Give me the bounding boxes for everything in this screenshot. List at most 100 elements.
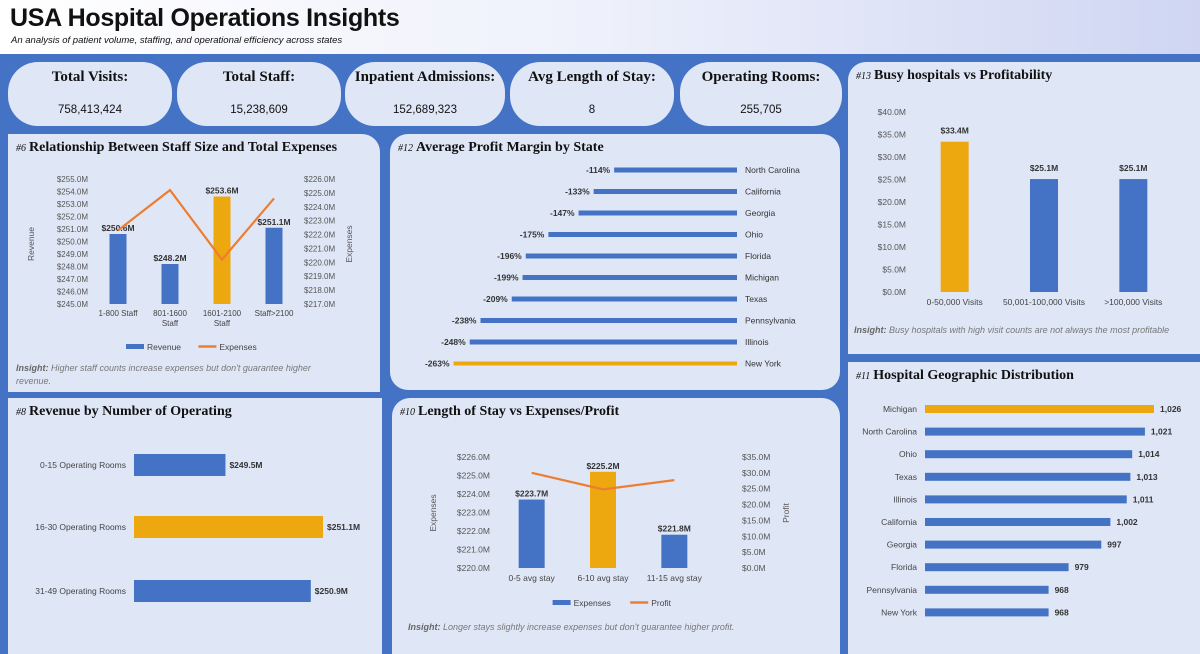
legend-swatch bbox=[552, 600, 571, 605]
bar-data-label: $250.9M bbox=[315, 586, 348, 596]
state-label: California bbox=[745, 187, 781, 197]
state-label: Michigan bbox=[883, 404, 917, 414]
y-tick-label: $25.0M bbox=[878, 175, 906, 185]
y-tick-label: $10.0M bbox=[878, 242, 906, 252]
insight-label: Insight: bbox=[16, 363, 49, 373]
bar-data-label: -238% bbox=[452, 316, 477, 326]
y-tick-label: $222.0M bbox=[457, 526, 490, 536]
geo-bar bbox=[925, 450, 1133, 459]
panel-staff-vs-expenses: #6 Relationship Between Staff Size and To… bbox=[8, 134, 380, 392]
x-tick-label: >100,000 Visits bbox=[1104, 297, 1162, 307]
bar-data-label: $221.8M bbox=[658, 524, 691, 534]
bar-data-label: 1,002 bbox=[1116, 517, 1138, 527]
geo-bar bbox=[925, 405, 1154, 413]
page-title: USA Hospital Operations Insights bbox=[10, 4, 400, 32]
kpi-value: 255,705 bbox=[740, 104, 782, 116]
busy-bar bbox=[940, 141, 969, 292]
panel-title-text: Length of Stay vs Expenses/Profit bbox=[418, 404, 620, 419]
y2-tick-label: $226.0M bbox=[304, 175, 335, 184]
y-tick-label: $30.0M bbox=[878, 152, 906, 162]
state-label: Florida bbox=[745, 251, 771, 261]
x-tick-label: 0-50,000 Visits bbox=[927, 297, 983, 307]
y2-axis-label: Expenses bbox=[344, 225, 354, 262]
panel-number: #6 bbox=[16, 143, 26, 154]
y-tick-label: $248.0M bbox=[57, 263, 88, 272]
legend-swatch bbox=[126, 344, 144, 349]
y2-tick-label: $221.0M bbox=[304, 244, 335, 253]
y-tick-label: $225.0M bbox=[457, 471, 490, 481]
geo-chart: 1,026 Michigan 1,021 North Carolina 1,014 Ohi… bbox=[862, 404, 1182, 617]
bar-data-label: 968 bbox=[1055, 607, 1069, 617]
y2-tick-label: $225.0M bbox=[304, 189, 335, 198]
state-label: California bbox=[881, 517, 917, 527]
kpi-label: Total Staff: bbox=[222, 69, 296, 85]
margin-bar bbox=[453, 361, 737, 366]
stay-chart: $226.0M $225.0M $224.0M $223.0M $222.0M $221.… bbox=[428, 452, 791, 608]
bar-data-label: $251.1M bbox=[257, 217, 290, 227]
y-tick-label: $20.0M bbox=[878, 197, 906, 207]
state-label: Texas bbox=[745, 294, 767, 304]
x-tick-label: 0-5 avg stay bbox=[509, 573, 556, 583]
oprooms-chart: $249.5M 0-15 Operating Rooms $251.1M 16-30 … bbox=[35, 454, 360, 602]
category-label: 16-30 Operating Rooms bbox=[35, 522, 126, 532]
bar-data-label: -147% bbox=[550, 208, 575, 218]
panel-title: #10 Length of Stay vs Expenses/Profit bbox=[400, 404, 619, 420]
oprooms-bar bbox=[134, 516, 323, 538]
margin-bar bbox=[525, 253, 737, 259]
y2-tick-label: $35.0M bbox=[742, 452, 770, 462]
y-axis-label: Revenue bbox=[26, 227, 36, 261]
expenses-bar bbox=[518, 499, 545, 568]
panel-number: #12 bbox=[398, 143, 413, 154]
bar-data-label: -175% bbox=[520, 230, 545, 240]
state-label: Florida bbox=[891, 562, 917, 572]
panel-revenue-by-operating-rooms: #8 Revenue by Number of Operating $249.5M… bbox=[8, 398, 382, 654]
revenue-bar bbox=[161, 264, 179, 304]
bar-data-label: $251.1M bbox=[327, 522, 360, 532]
y-tick-label: $220.0M bbox=[457, 563, 490, 573]
bar-data-label: 1,013 bbox=[1136, 472, 1158, 482]
geo-bar bbox=[925, 472, 1131, 481]
y-tick-label: $35.0M bbox=[878, 130, 906, 140]
kpi-value: 152,689,323 bbox=[393, 104, 457, 116]
y-tick-label: $40.0M bbox=[878, 107, 906, 117]
insight-text: Higher staff counts increase expenses bu… bbox=[16, 363, 311, 386]
bar-data-label: -248% bbox=[441, 337, 466, 347]
category-label: 31-49 Operating Rooms bbox=[35, 586, 126, 596]
y-tick-label: $221.0M bbox=[457, 545, 490, 555]
bar-data-label: 1,026 bbox=[1160, 404, 1182, 414]
y2-tick-label: $220.0M bbox=[304, 258, 335, 267]
insight-note: Insight: Busy hospitals with high visit … bbox=[854, 324, 1184, 337]
y-tick-label: $223.0M bbox=[457, 508, 490, 518]
panel-title-text: Average Profit Margin by State bbox=[416, 140, 604, 155]
kpi-label: Inpatient Admissions: bbox=[354, 69, 496, 85]
legend-label: Revenue bbox=[147, 342, 181, 352]
panel-stay-vs-expenses-profit: #10 Length of Stay vs Expenses/Profit $22… bbox=[392, 398, 840, 654]
y-axis-label: Expenses bbox=[428, 494, 438, 531]
kpi-label: Avg Length of Stay: bbox=[528, 69, 656, 85]
bar-data-label: 1,021 bbox=[1151, 427, 1173, 437]
y2-tick-label: $223.0M bbox=[304, 217, 335, 226]
kpi-value: 758,413,424 bbox=[58, 104, 122, 116]
panel-geographic-distribution: #11 Hospital Geographic Distribution 1,02… bbox=[848, 362, 1200, 654]
margin-bar bbox=[469, 339, 737, 345]
bar-data-label: 997 bbox=[1107, 540, 1121, 550]
y2-tick-label: $5.0M bbox=[742, 547, 766, 557]
y2-tick-label: $25.0M bbox=[742, 484, 770, 494]
geo-bar bbox=[925, 518, 1111, 526]
state-label: New York bbox=[881, 607, 918, 617]
margin-bar bbox=[614, 167, 737, 173]
oprooms-bar bbox=[134, 454, 226, 476]
y2-tick-label: $0.0M bbox=[742, 563, 766, 573]
legend-label: Expenses bbox=[219, 342, 256, 352]
y-tick-label: $254.0M bbox=[57, 188, 88, 197]
bar-data-label: -199% bbox=[494, 273, 519, 283]
y-tick-label: $0.0M bbox=[882, 287, 906, 297]
panel-profit-margin-by-state: #12 Average Profit Margin by State -114% N… bbox=[390, 134, 840, 390]
state-label: Georgia bbox=[887, 540, 918, 550]
state-label: Pennsylvania bbox=[745, 316, 796, 326]
bar-data-label: $25.1M bbox=[1030, 163, 1058, 173]
panel-title: #11 Hospital Geographic Distribution bbox=[856, 368, 1074, 384]
bar-data-label: -196% bbox=[497, 251, 522, 261]
y-tick-label: $255.0M bbox=[57, 175, 88, 184]
staff-chart: $255.0M $254.0M $253.0M $252.0M $251.0M $250.… bbox=[26, 175, 354, 352]
